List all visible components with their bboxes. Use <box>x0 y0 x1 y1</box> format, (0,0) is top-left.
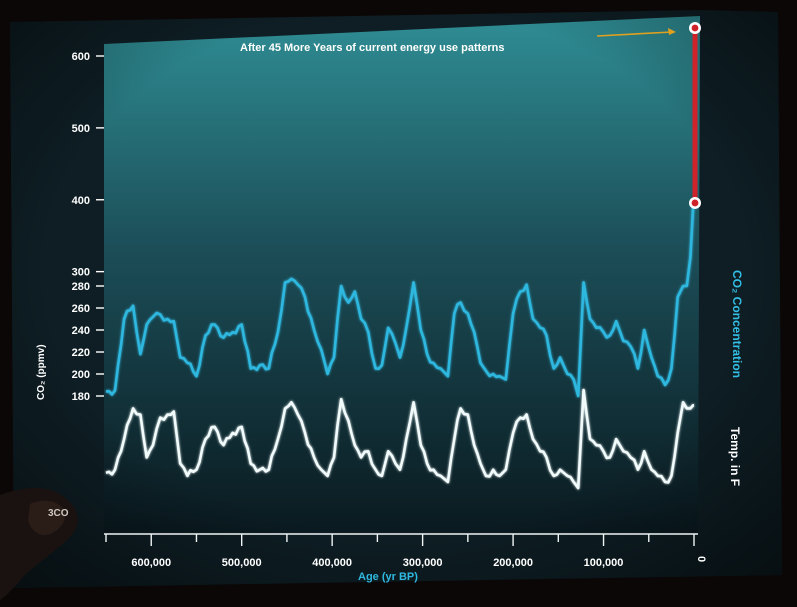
projection-annotation: After 45 More Years of current energy us… <box>240 42 505 54</box>
y-tick-label: 200 <box>72 369 90 381</box>
projection-layer <box>689 22 701 209</box>
series-layer <box>105 202 696 490</box>
x-tick-label: 300,000 <box>403 557 443 569</box>
x-tick-label: 600,000 <box>131 557 171 569</box>
x-tick-label: 400,000 <box>312 557 352 569</box>
annotation-arrow <box>596 28 676 37</box>
y-tick-label: 260 <box>72 303 90 315</box>
y-tick-label: 180 <box>72 391 90 403</box>
co2-series-line <box>105 202 696 398</box>
y-tick-label: 240 <box>72 325 90 337</box>
projection-marker <box>691 199 699 207</box>
y-tick-label: 600 <box>72 51 90 63</box>
screen-vignette <box>10 10 782 588</box>
temp-series-label: Temp. in F <box>728 427 742 486</box>
presenter-hand <box>0 487 78 600</box>
x-tick-label: 0 <box>695 556 707 562</box>
x-tick-label: 500,000 <box>222 557 262 569</box>
x-tick-label: 100,000 <box>584 557 624 569</box>
y-axis-title: CO₂ (ppmv) <box>36 344 47 400</box>
y-tick-label: 400 <box>72 195 90 207</box>
y-axis: 180 200 220 240 260 280 300 400 500 600 <box>72 51 104 403</box>
x-axis: 600,000 500,000 400,000 300,000 200,000 100,0… <box>104 533 707 569</box>
co2-series-label: CO₂ Concentration <box>730 270 744 378</box>
y-tick-label: 500 <box>72 123 90 135</box>
temp-series-line <box>105 388 695 490</box>
y-tick-label: 220 <box>72 347 90 359</box>
x-tick-label: 200,000 <box>493 557 533 569</box>
projection-marker <box>691 24 699 32</box>
y-tick-label: 300 <box>72 267 90 279</box>
y-tick-label: 280 <box>72 281 90 293</box>
x-axis-title: Age (yr BP) <box>358 571 418 583</box>
overlay-text: 3CO <box>48 508 69 519</box>
